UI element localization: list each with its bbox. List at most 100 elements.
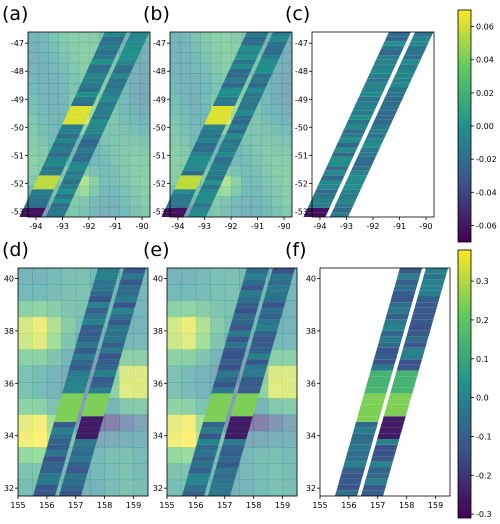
background-cell	[78, 42, 90, 53]
background-cell	[99, 186, 110, 197]
swath-segment	[102, 32, 127, 37]
swath-segment	[92, 110, 114, 116]
background-cell	[133, 382, 149, 399]
background-cell	[281, 103, 293, 115]
swath-segment	[303, 212, 328, 217]
background-cell	[231, 42, 242, 53]
background-cell	[129, 186, 141, 197]
swath-segment	[352, 106, 377, 111]
swath-segment	[251, 73, 273, 79]
y-tick-label: -50	[153, 123, 166, 132]
background-cell	[139, 186, 151, 197]
background-cell	[32, 333, 48, 350]
background-cell	[167, 268, 182, 285]
swath-segment	[359, 404, 384, 411]
x-tick-label: -91	[393, 222, 406, 231]
swath-segment	[400, 59, 421, 65]
swath-segment	[356, 96, 381, 102]
swath-segment	[186, 473, 211, 479]
swath-segment	[85, 307, 109, 314]
background-cell	[210, 52, 222, 64]
swath-segment	[375, 439, 400, 445]
background-cell	[181, 268, 197, 285]
background-cell	[190, 62, 201, 74]
swath-segment	[408, 325, 432, 331]
background-cell	[38, 62, 49, 74]
swath-segment	[60, 124, 85, 130]
swath-segment	[99, 96, 120, 102]
background-cell	[180, 124, 191, 136]
background-cell	[133, 365, 149, 383]
background-cell	[46, 300, 62, 318]
background-cell	[170, 114, 181, 125]
background-cell	[253, 430, 269, 448]
swath-segment	[228, 124, 249, 130]
background-cell	[58, 114, 70, 125]
swath-segment	[227, 69, 252, 74]
background-cell	[271, 73, 283, 84]
swath-segment	[271, 268, 296, 274]
background-cell	[281, 73, 293, 84]
background-cell	[170, 175, 181, 187]
swath-segment	[326, 161, 351, 167]
swath-segment	[77, 143, 99, 148]
swath-segment	[245, 87, 266, 93]
background-cell	[195, 316, 211, 334]
background-cell	[261, 196, 273, 208]
background-cell	[28, 83, 39, 95]
swath-segment	[191, 147, 216, 153]
swath-segment	[54, 193, 75, 199]
swath-segment	[220, 444, 245, 451]
swath-segment	[263, 296, 287, 303]
background-cell	[181, 300, 197, 318]
background-cell	[32, 268, 48, 285]
swath-segment	[363, 138, 385, 143]
swath-segment	[387, 87, 408, 93]
swath-segment	[266, 41, 288, 46]
background-cell	[241, 155, 252, 167]
swath-segment	[197, 133, 222, 139]
background-cell	[282, 316, 298, 334]
swath-segment	[264, 45, 285, 51]
background-cell	[68, 83, 80, 95]
swath-segment	[75, 342, 99, 348]
colorbar-gradient	[457, 249, 472, 519]
background-cell	[282, 382, 298, 399]
background-cell	[32, 349, 48, 367]
swath-segment	[109, 313, 134, 320]
background-cell	[48, 134, 59, 146]
background-cell	[190, 134, 201, 146]
background-cell	[38, 124, 49, 136]
swath-segment	[32, 184, 57, 190]
swath-segment	[25, 198, 50, 204]
y-tick-label: 34	[306, 432, 316, 441]
swath-segment	[79, 138, 101, 143]
x-tick-label: -93	[198, 222, 211, 231]
background-cell	[78, 62, 90, 74]
swath-segment	[193, 450, 218, 457]
background-cell	[281, 124, 293, 136]
background-cell	[268, 430, 283, 448]
background-cell	[89, 42, 100, 53]
background-cell	[99, 124, 110, 136]
swath-segment	[42, 456, 67, 462]
background-cell	[78, 124, 90, 136]
background-cell	[28, 124, 39, 136]
swath-segment	[221, 138, 243, 143]
swath-segment	[378, 336, 403, 343]
swath-segment	[94, 106, 116, 111]
swath-segment	[320, 175, 345, 180]
background-cell	[119, 414, 134, 432]
background-cell	[261, 145, 273, 156]
swath-segment	[55, 410, 80, 417]
background-cell	[119, 103, 131, 115]
background-cell	[119, 83, 131, 95]
background-cell	[78, 186, 90, 197]
background-cell	[281, 175, 293, 187]
background-cell	[170, 52, 181, 64]
swath-segment	[238, 45, 263, 51]
background-cell	[18, 447, 33, 464]
background-cell	[109, 114, 120, 125]
swath-segment	[249, 78, 270, 83]
swath-segment	[366, 133, 387, 139]
